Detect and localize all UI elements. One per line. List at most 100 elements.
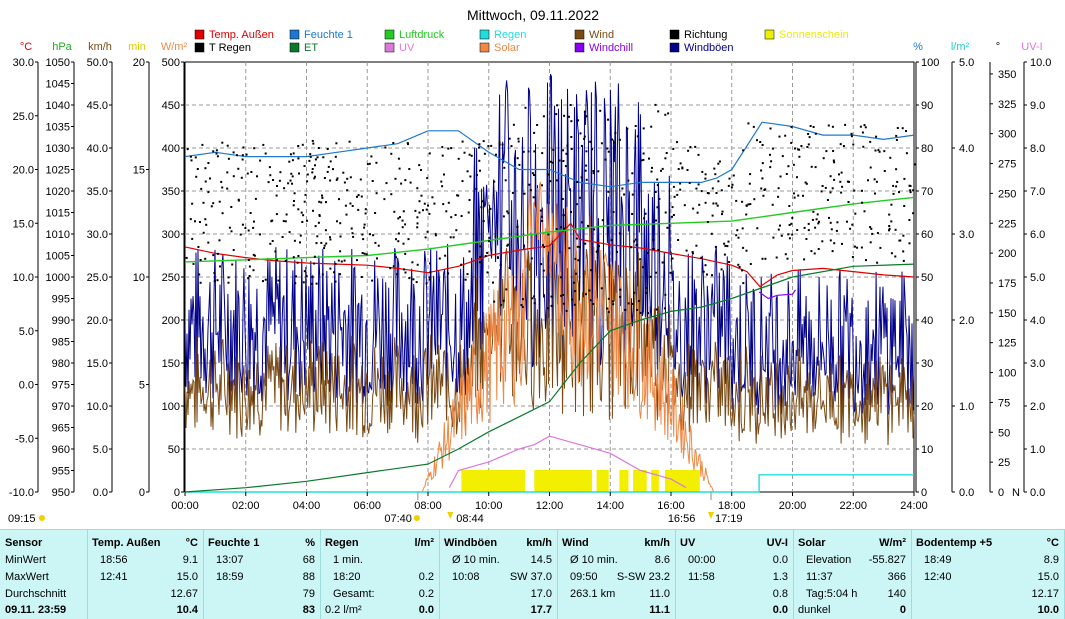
stats-label: 13:07 (216, 554, 244, 566)
direction-dot (679, 188, 682, 191)
direction-dot (461, 140, 464, 143)
direction-dot (484, 255, 487, 257)
direction-dot (334, 263, 337, 265)
direction-dot (570, 136, 573, 138)
direction-dot (601, 219, 604, 222)
direction-dot (580, 176, 583, 179)
direction-dot (788, 224, 791, 226)
direction-dot (689, 146, 692, 149)
direction-dot (192, 262, 195, 265)
direction-dot (204, 218, 207, 221)
direction-dot (460, 263, 463, 266)
direction-dot (854, 212, 857, 215)
left-axis-tick: 955 (52, 466, 70, 478)
direction-dot (592, 172, 595, 175)
direction-dot (190, 159, 193, 162)
direction-dot (510, 145, 513, 148)
direction-dot (461, 180, 464, 183)
direction-dot (221, 212, 224, 215)
x-axis-tick: 10:00 (475, 500, 503, 512)
direction-dot (323, 244, 326, 247)
direction-dot (284, 259, 287, 262)
direction-dot (913, 163, 916, 166)
stats-value: 11.1 (649, 604, 670, 616)
direction-dot (441, 185, 444, 188)
stats-value: 83 (302, 604, 315, 616)
direction-dot (215, 152, 218, 155)
direction-dot (600, 287, 603, 290)
direction-dot (429, 271, 432, 274)
direction-dot (210, 205, 213, 208)
left-axis-tick: 25.0 (13, 111, 34, 123)
direction-dot (281, 236, 284, 238)
direction-dot (669, 271, 672, 274)
direction-dot (798, 148, 801, 151)
series-regen (185, 474, 914, 493)
direction-dot (256, 175, 258, 178)
direction-dot (908, 242, 911, 245)
direction-dot (478, 146, 480, 149)
direction-dot (791, 233, 794, 236)
right-axis-unit: % (913, 41, 923, 53)
left-axis-tick: 15 (133, 165, 145, 177)
direction-dot (752, 125, 755, 128)
direction-dot (672, 185, 675, 188)
left-axis-tick: 350 (162, 186, 180, 198)
right-axis-unit: ° (996, 41, 1000, 53)
direction-dot (540, 215, 543, 218)
direction-dot (246, 172, 249, 175)
direction-dot (555, 113, 558, 116)
stats-group-title: Solar (798, 537, 826, 549)
direction-dot (826, 199, 829, 201)
left-axis-tick: 250 (162, 272, 180, 284)
right-axis-tick: 9.0 (1030, 100, 1045, 112)
direction-dot (706, 273, 708, 276)
direction-dot (312, 142, 315, 145)
direction-dot (895, 168, 898, 171)
direction-dot (541, 152, 544, 155)
direction-dot (301, 143, 304, 146)
direction-dot (489, 207, 492, 210)
legend-swatch (289, 42, 300, 53)
direction-dot (642, 152, 645, 155)
direction-dot (664, 113, 667, 116)
direction-dot (309, 153, 312, 156)
direction-dot (836, 221, 839, 224)
direction-dot (427, 204, 429, 207)
direction-dot (507, 212, 510, 215)
direction-dot (812, 126, 815, 128)
direction-dot (619, 288, 622, 291)
sunset-time: 17:19 (715, 513, 743, 525)
left-axis-tick: 35.0 (87, 186, 108, 198)
sunset-icon (707, 512, 714, 519)
direction-dot (550, 304, 553, 307)
direction-dot (771, 203, 774, 206)
direction-dot (415, 281, 418, 284)
direction-dot (829, 175, 832, 178)
direction-dot (311, 168, 314, 170)
direction-dot (324, 229, 327, 232)
stats-group: Feuchte 1% 13:07 68 18:59 88 79 83 (204, 530, 321, 619)
right-axis-tick: 275 (998, 159, 1016, 171)
stats-label: 18:56 (100, 554, 128, 566)
direction-dot (285, 213, 288, 216)
direction-dot (861, 201, 864, 204)
direction-dot (383, 198, 386, 201)
direction-dot (903, 205, 906, 207)
direction-dot (296, 261, 299, 264)
direction-dot (787, 233, 790, 236)
direction-dot (761, 162, 764, 165)
direction-dot (890, 252, 893, 255)
direction-dot (736, 229, 739, 232)
direction-dot (721, 210, 724, 213)
direction-dot (792, 163, 795, 166)
direction-dot (879, 246, 882, 249)
direction-dot (753, 198, 756, 201)
stats-label: Ø 10 min. (570, 554, 618, 566)
direction-dot (840, 191, 843, 194)
direction-dot (340, 260, 343, 263)
direction-dot (375, 161, 378, 164)
direction-dot (369, 233, 371, 236)
stats-value: 140 (887, 588, 906, 600)
sunshine-bar (619, 470, 629, 492)
